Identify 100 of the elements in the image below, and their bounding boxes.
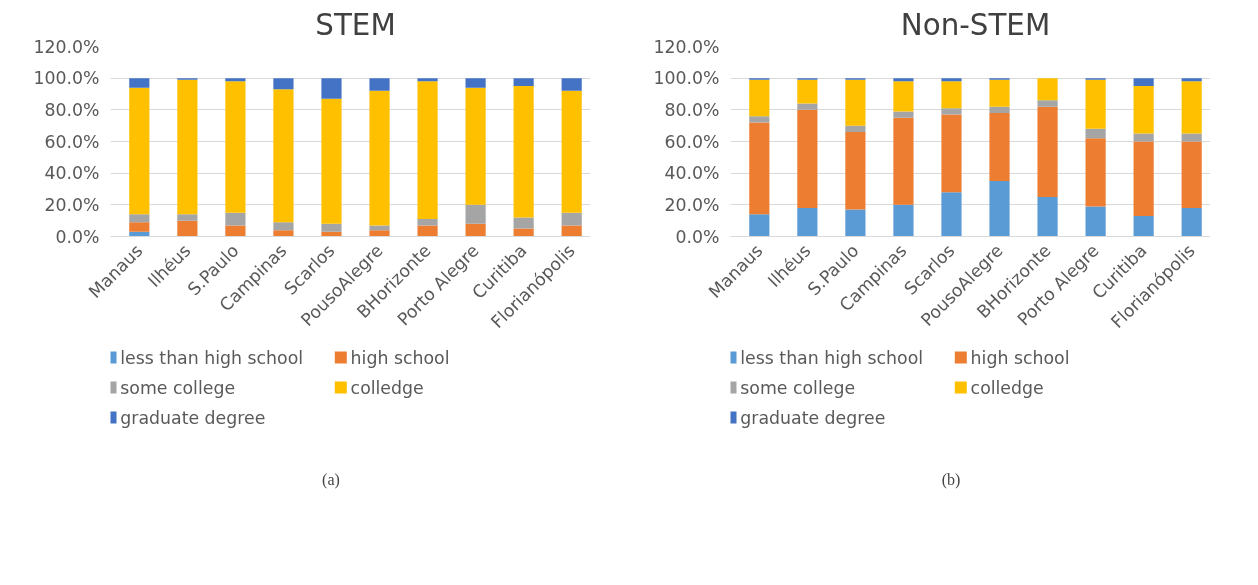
bar <box>561 78 582 91</box>
bar <box>417 219 438 226</box>
bar <box>561 212 582 226</box>
bar <box>273 230 294 237</box>
bar <box>561 225 582 237</box>
bar <box>797 109 818 208</box>
bar <box>465 204 486 224</box>
bar <box>129 214 150 223</box>
chart-title: Non-STEM <box>900 7 1051 42</box>
bar <box>1085 138 1106 207</box>
legend-label: colledge <box>970 377 1044 398</box>
bar <box>417 81 438 220</box>
bar <box>1181 208 1202 237</box>
bar <box>273 78 294 90</box>
bar <box>941 78 962 82</box>
legend-label: colledge <box>350 377 424 398</box>
bar <box>989 106 1010 113</box>
bar <box>513 78 534 87</box>
bar <box>225 212 246 226</box>
y-tick-label: 20.0% <box>44 194 100 215</box>
bar <box>1181 133 1202 142</box>
bar <box>129 78 150 88</box>
text: (b) <box>941 471 961 489</box>
bar <box>1133 133 1154 142</box>
bar <box>1133 141 1154 216</box>
bar <box>893 117 914 205</box>
y-tick-label: 40.0% <box>664 163 720 184</box>
y-tick-label: 40.0% <box>44 163 100 184</box>
bar <box>845 79 866 126</box>
bar <box>941 108 962 115</box>
legend-label: graduate degree <box>120 407 266 428</box>
bar <box>989 113 1010 182</box>
bar <box>845 125 866 132</box>
bar <box>225 81 246 213</box>
bar <box>893 204 914 237</box>
bar <box>749 79 770 117</box>
text: (a) <box>322 471 340 489</box>
legend-label: high school <box>350 347 450 368</box>
legend-label: high school <box>970 347 1070 368</box>
y-tick-label: 60.0% <box>664 131 720 152</box>
bar <box>941 114 962 193</box>
bar <box>177 214 198 221</box>
bar <box>369 230 390 237</box>
bar <box>1085 79 1106 129</box>
bar <box>797 208 818 237</box>
bar <box>417 78 438 82</box>
legend-label: less than high school <box>740 347 924 368</box>
bar <box>845 132 866 210</box>
bar <box>797 79 818 104</box>
bar <box>273 89 294 223</box>
bar <box>321 78 342 99</box>
bar <box>561 90 582 213</box>
bar <box>749 116 770 123</box>
y-tick-label: 120.0% <box>33 36 100 57</box>
bar <box>465 78 486 88</box>
y-tick-label: 100.0% <box>653 68 720 89</box>
legend-label: less than high school <box>120 347 304 368</box>
bar <box>1181 81 1202 134</box>
chart-title: STEM <box>315 7 396 42</box>
bar <box>1133 78 1154 87</box>
bar <box>417 225 438 237</box>
bar <box>1133 86 1154 134</box>
bar <box>369 78 390 91</box>
y-tick-label: 60.0% <box>44 131 100 152</box>
bar <box>465 223 486 237</box>
bar <box>1037 78 1058 101</box>
bar <box>513 217 534 229</box>
y-tick-label: 100.0% <box>33 68 100 89</box>
y-tick-label: 20.0% <box>664 194 720 215</box>
bar <box>1037 196 1058 237</box>
bar <box>369 90 390 226</box>
bar <box>177 79 198 215</box>
bar <box>1133 215 1154 237</box>
bar <box>845 209 866 237</box>
bar <box>225 78 246 82</box>
bar <box>225 225 246 237</box>
bar <box>989 181 1010 237</box>
bar <box>749 214 770 237</box>
bar <box>1037 106 1058 197</box>
bar <box>1181 78 1202 82</box>
legend-label: some college <box>740 377 856 398</box>
bar <box>321 98 342 224</box>
bar <box>893 78 914 82</box>
y-tick-label: 0.0% <box>55 226 100 247</box>
bar <box>513 86 534 218</box>
bar <box>129 222 150 232</box>
bar <box>321 223 342 232</box>
bar <box>893 111 914 118</box>
bar <box>941 81 962 109</box>
y-tick-label: 0.0% <box>675 226 720 247</box>
bar <box>369 225 390 231</box>
bar <box>273 222 294 231</box>
bar <box>893 81 914 112</box>
bar <box>1037 100 1058 107</box>
bar <box>129 87 150 215</box>
bar <box>797 103 818 110</box>
y-tick-label: 80.0% <box>44 99 100 120</box>
bar <box>465 87 486 205</box>
bar <box>1181 141 1202 208</box>
y-tick-label: 120.0% <box>653 36 720 57</box>
